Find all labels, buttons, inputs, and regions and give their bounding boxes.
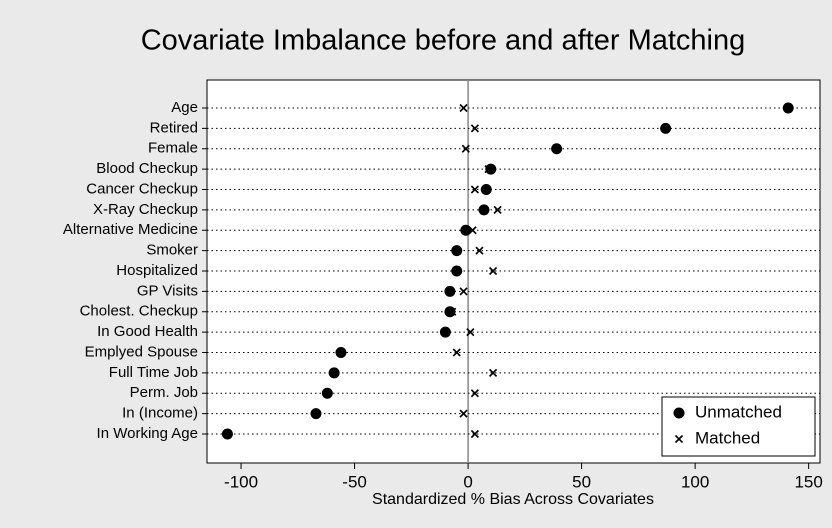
unmatched-dot	[485, 163, 497, 175]
y-tick-label: Perm. Job	[130, 384, 198, 401]
x-tick-label: -100	[224, 472, 258, 491]
unmatched-dot	[321, 387, 333, 399]
matched-cross	[489, 368, 498, 377]
x-tick-label: 0	[463, 472, 472, 491]
x-tick-label: -50	[342, 472, 367, 491]
y-tick-label: In Good Health	[97, 323, 198, 340]
matched-cross	[493, 205, 502, 214]
matched-cross	[470, 124, 479, 133]
unmatched-dot	[335, 347, 347, 358]
legend-box	[661, 396, 816, 457]
matched-cross	[470, 389, 479, 398]
matched-cross	[470, 429, 479, 439]
unmatched-dot	[480, 184, 492, 195]
unmatched-dot	[439, 326, 451, 338]
unmatched-dot	[444, 285, 456, 297]
matched-cross	[448, 307, 457, 316]
unmatched-dot	[444, 306, 456, 318]
y-tick-label: Blood Checkup	[96, 160, 198, 177]
y-tick-label: Cholest. Checkup	[80, 303, 198, 320]
matched-cross	[459, 409, 468, 418]
matched-cross	[489, 266, 498, 276]
unmatched-dot	[221, 428, 233, 440]
unmatched-dot	[328, 367, 340, 379]
unmatched-dot	[551, 143, 563, 155]
unmatched-dot	[451, 245, 463, 257]
matched-cross	[459, 103, 468, 113]
y-tick-label: Hospitalized	[116, 262, 198, 279]
unmatched-dot	[460, 224, 472, 236]
matched-cross	[466, 328, 475, 337]
matched-cross	[475, 246, 484, 255]
x-axis-label: Standardized % Bias Across Covariates	[372, 491, 654, 508]
unmatched-dot	[660, 122, 672, 134]
legend-label: Unmatched	[695, 402, 782, 421]
unmatched-dot	[478, 204, 490, 216]
legend-label: Matched	[695, 428, 760, 447]
y-tick-label: Female	[148, 140, 198, 157]
y-tick-label: X-Ray Checkup	[93, 201, 198, 218]
y-tick-label: Cancer Checkup	[86, 180, 198, 197]
unmatched-dot	[451, 265, 463, 277]
matched-cross	[470, 185, 479, 194]
matched-cross	[461, 144, 470, 153]
matched-cross	[674, 434, 684, 444]
y-tick-label: Smoker	[146, 242, 198, 259]
unmatched-dot	[782, 102, 794, 114]
matched-cross	[468, 226, 477, 235]
matched-cross	[459, 287, 468, 296]
y-tick-label: Full Time Job	[109, 364, 198, 381]
y-tick-label: Emplyed Spouse	[85, 343, 198, 360]
y-tick-label: Alternative Medicine	[63, 221, 198, 238]
x-tick-label: 150	[794, 472, 822, 491]
y-tick-label: GP Visits	[137, 282, 198, 299]
chart-title: Covariate Imbalance before and after Mat…	[141, 25, 746, 57]
x-tick-label: 100	[681, 472, 709, 491]
y-tick-label: Retired	[150, 119, 198, 136]
unmatched-dot	[310, 408, 322, 420]
y-tick-label: Age	[171, 99, 198, 116]
matched-cross	[484, 165, 493, 174]
x-tick-label: 50	[572, 472, 591, 491]
unmatched-dot	[673, 407, 685, 419]
y-tick-label: In Working Age	[97, 425, 198, 442]
matched-cross	[452, 348, 461, 357]
y-tick-label: In (Income)	[122, 405, 198, 422]
